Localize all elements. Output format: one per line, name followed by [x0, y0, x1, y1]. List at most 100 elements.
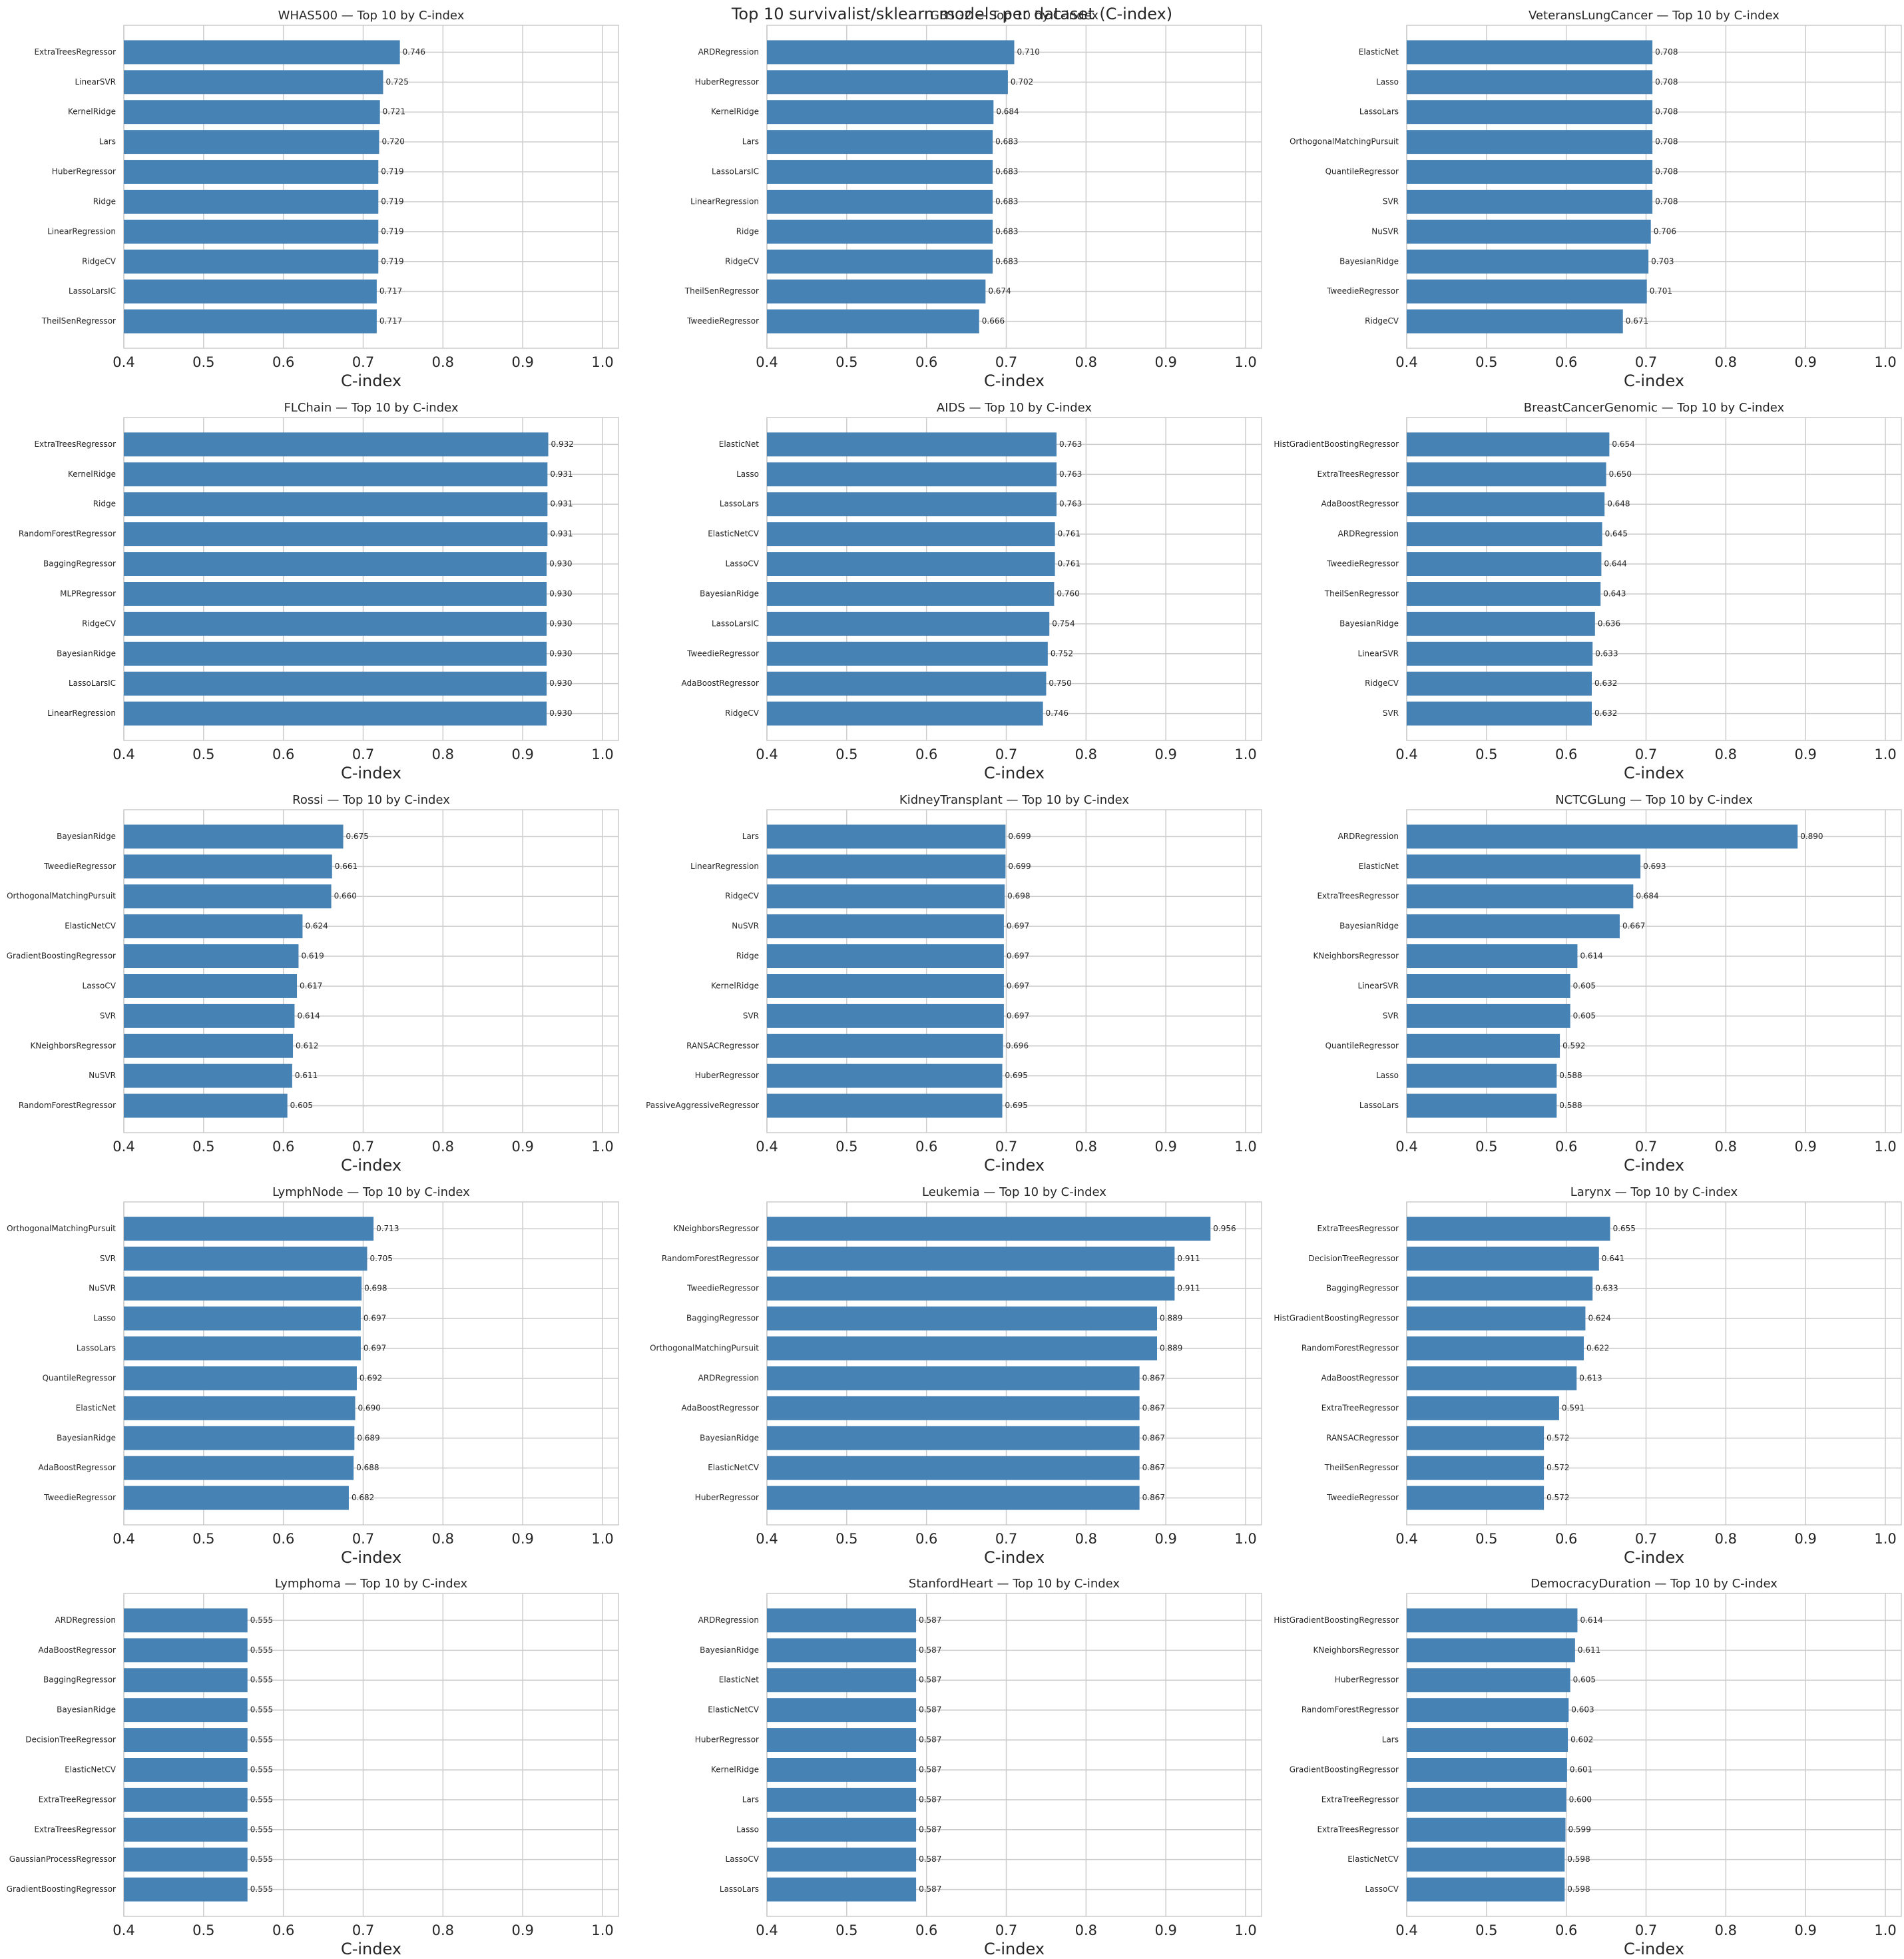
value-label: 0.719 — [381, 167, 403, 176]
bar — [1407, 824, 1798, 849]
bar — [124, 1456, 354, 1480]
bar — [767, 1638, 917, 1663]
x-tick-label: 0.5 — [192, 1531, 214, 1547]
x-tick-label: 0.7 — [352, 354, 374, 370]
value-label: 0.706 — [1654, 226, 1676, 236]
value-label: 0.867 — [1142, 1493, 1165, 1502]
value-label: 0.598 — [1567, 1884, 1590, 1894]
y-tick-label: ElasticNet — [1359, 862, 1399, 871]
x-axis-label: C-index — [341, 372, 401, 390]
y-tick-label: LassoLars — [1359, 1101, 1399, 1110]
bar — [1407, 974, 1570, 998]
x-tick-label: 1.0 — [1234, 354, 1256, 370]
value-label: 0.622 — [1586, 1344, 1609, 1353]
x-tick-label: 0.8 — [432, 354, 454, 370]
bar — [767, 40, 1015, 65]
value-label: 0.689 — [357, 1433, 379, 1442]
value-label: 0.761 — [1058, 559, 1080, 569]
x-tick-label: 0.9 — [511, 354, 533, 370]
x-tick-label: 1.0 — [1234, 1922, 1256, 1938]
y-tick-label: LassoLarsIC — [712, 619, 759, 628]
bar — [767, 671, 1047, 696]
x-tick-label: 0.7 — [1635, 746, 1657, 762]
x-tick-label: 0.9 — [1794, 1922, 1816, 1938]
bar — [767, 309, 979, 334]
x-axis-label: C-index — [984, 1548, 1045, 1567]
y-tick-label: Lasso — [1376, 1071, 1399, 1080]
x-tick-label: 0.8 — [1075, 746, 1097, 762]
x-tick-label: 1.0 — [1234, 1531, 1256, 1547]
x-axis-label: C-index — [984, 1156, 1045, 1175]
bar — [767, 1033, 1003, 1058]
bar — [767, 1306, 1158, 1331]
value-label: 0.587 — [919, 1824, 941, 1834]
bar — [1407, 1847, 1565, 1872]
bar — [124, 1003, 295, 1028]
x-tick-label: 1.0 — [1234, 746, 1256, 762]
value-label: 0.572 — [1547, 1493, 1569, 1502]
bar — [1407, 884, 1634, 909]
bar — [767, 1486, 1140, 1510]
bar — [1407, 1093, 1557, 1118]
y-tick-label: TweedieRegressor — [1326, 559, 1399, 569]
value-label: 0.619 — [301, 952, 324, 961]
bar — [1407, 1396, 1559, 1420]
y-tick-label: Lasso — [1376, 77, 1399, 87]
value-label: 0.587 — [919, 1854, 941, 1864]
x-tick-label: 0.9 — [1154, 1531, 1176, 1547]
y-tick-label: RidgeCV — [725, 892, 760, 901]
y-tick-label: LassoCV — [1365, 1884, 1399, 1894]
value-label: 0.696 — [1006, 1041, 1029, 1050]
value-label: 0.692 — [359, 1373, 382, 1382]
y-tick-label: KernelRidge — [68, 469, 116, 479]
bar — [124, 1306, 361, 1331]
value-label: 0.931 — [550, 469, 573, 479]
value-label: 0.746 — [403, 47, 425, 57]
y-tick-label: BayesianRidge — [1339, 256, 1399, 266]
y-tick-label: ExtraTreesRegressor — [1317, 1224, 1399, 1233]
y-tick-label: Lars — [742, 1795, 759, 1804]
y-tick-label: RidgeCV — [1365, 316, 1399, 326]
y-tick-label: ElasticNet — [76, 1403, 117, 1412]
bar — [124, 432, 549, 457]
x-tick-label: 0.5 — [192, 1139, 214, 1155]
value-label: 0.644 — [1604, 559, 1626, 569]
bar — [767, 1608, 917, 1633]
y-tick-label: RidgeCV — [82, 619, 117, 628]
y-tick-label: QuantileRegressor — [1325, 1041, 1399, 1050]
value-label: 0.555 — [250, 1854, 273, 1864]
value-label: 0.605 — [1573, 981, 1596, 990]
x-tick-label: 0.6 — [272, 354, 294, 370]
value-label: 0.721 — [383, 107, 405, 117]
bar — [1407, 1638, 1575, 1663]
y-tick-label: GradientBoostingRegressor — [7, 1884, 116, 1894]
value-label: 0.713 — [376, 1224, 399, 1233]
y-tick-label: LassoLarsIC — [69, 286, 116, 296]
y-tick-label: HuberRegressor — [695, 77, 759, 87]
y-tick-label: HuberRegressor — [695, 1493, 759, 1502]
bar — [124, 854, 332, 879]
bar — [1407, 1608, 1578, 1633]
y-tick-label: OrthogonalMatchingPursuit — [7, 892, 116, 901]
value-label: 0.636 — [1598, 619, 1620, 628]
bar — [1407, 671, 1592, 696]
x-tick-label: 0.4 — [113, 1922, 134, 1938]
value-label: 0.572 — [1547, 1463, 1569, 1472]
value-label: 0.555 — [250, 1795, 273, 1804]
y-tick-label: HistGradientBoostingRegressor — [1274, 1314, 1399, 1323]
value-label: 0.697 — [1007, 952, 1029, 961]
bar — [1407, 309, 1623, 334]
bar — [1407, 432, 1610, 457]
y-tick-label: RidgeCV — [82, 256, 117, 266]
x-tick-label: 0.9 — [1794, 1531, 1816, 1547]
value-label: 0.683 — [995, 226, 1018, 236]
x-tick-label: 1.0 — [1874, 1139, 1896, 1155]
value-label: 0.930 — [549, 649, 572, 658]
value-label: 0.624 — [305, 922, 328, 931]
x-tick-label: 0.6 — [1555, 1139, 1577, 1155]
bar — [767, 462, 1057, 487]
value-label: 0.555 — [250, 1824, 273, 1834]
x-axis-label: C-index — [1624, 1548, 1684, 1567]
bar — [767, 1456, 1140, 1480]
x-axis-label: C-index — [1624, 764, 1684, 782]
